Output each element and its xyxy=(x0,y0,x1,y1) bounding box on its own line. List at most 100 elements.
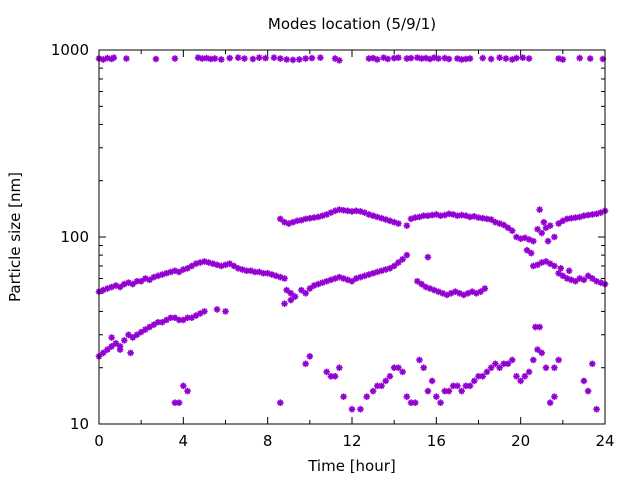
data-point xyxy=(551,364,558,372)
data-point xyxy=(348,405,356,413)
data-point xyxy=(454,382,461,390)
data-point xyxy=(255,268,263,276)
data-point xyxy=(142,326,149,333)
data-point xyxy=(146,276,153,284)
data-point xyxy=(458,387,465,395)
data-point xyxy=(386,265,394,272)
data-point xyxy=(133,331,141,339)
data-point xyxy=(277,399,284,406)
x-tick-label: 4 xyxy=(179,432,189,450)
data-point xyxy=(456,289,463,297)
data-point xyxy=(593,210,600,218)
data-point xyxy=(302,289,309,297)
data-point xyxy=(158,318,166,326)
data-point xyxy=(470,377,478,385)
data-point xyxy=(154,272,162,280)
data-point xyxy=(416,213,423,221)
data-point xyxy=(336,57,343,64)
data-point xyxy=(470,213,478,220)
data-point xyxy=(416,356,423,364)
data-point xyxy=(386,217,394,225)
data-point xyxy=(504,224,512,232)
data-point xyxy=(125,331,132,339)
data-point xyxy=(323,368,330,376)
data-point xyxy=(319,212,326,219)
data-point xyxy=(580,276,588,284)
data-point xyxy=(517,235,524,242)
x-tick-label: 8 xyxy=(263,432,273,450)
data-point xyxy=(180,316,187,324)
data-point xyxy=(308,54,316,62)
data-point xyxy=(403,393,411,400)
data-point xyxy=(146,323,153,331)
data-point xyxy=(483,215,491,223)
data-point xyxy=(466,382,474,390)
data-point xyxy=(108,334,115,341)
data-point xyxy=(374,213,381,221)
data-point xyxy=(481,285,489,292)
data-point xyxy=(508,227,516,235)
data-point xyxy=(502,55,510,62)
data-point xyxy=(580,377,588,385)
data-point xyxy=(441,387,449,395)
data-point xyxy=(540,218,548,226)
data-point xyxy=(557,265,565,272)
data-point xyxy=(234,54,242,61)
data-point xyxy=(365,55,373,62)
data-point xyxy=(411,214,419,221)
data-point xyxy=(559,56,567,63)
data-point xyxy=(104,285,111,292)
data-point xyxy=(226,260,234,267)
data-point xyxy=(260,269,267,277)
data-point xyxy=(298,216,305,224)
data-point xyxy=(523,246,531,254)
data-point xyxy=(597,209,605,216)
data-point xyxy=(123,55,130,62)
data-point xyxy=(534,346,541,353)
data-point xyxy=(152,55,160,63)
data-point xyxy=(222,308,229,315)
data-point xyxy=(331,372,339,380)
data-point xyxy=(302,360,309,368)
data-point xyxy=(378,214,385,222)
data-point xyxy=(384,55,392,63)
data-point xyxy=(496,364,503,372)
data-point xyxy=(180,266,187,273)
data-point xyxy=(407,399,415,406)
data-point xyxy=(430,286,438,294)
data-point xyxy=(281,275,288,282)
data-point xyxy=(565,267,573,275)
data-point xyxy=(184,314,191,322)
data-point xyxy=(251,268,259,276)
x-tick-label: 16 xyxy=(427,432,446,450)
data-point xyxy=(167,268,174,276)
data-point xyxy=(542,224,550,232)
data-point xyxy=(521,234,529,242)
data-point xyxy=(551,233,558,241)
data-point xyxy=(188,314,196,322)
data-point xyxy=(171,55,179,62)
data-point xyxy=(395,54,402,61)
data-point xyxy=(352,275,360,282)
data-point xyxy=(586,55,594,62)
data-point xyxy=(403,55,411,62)
data-point xyxy=(125,279,132,286)
data-point xyxy=(243,267,250,275)
data-point xyxy=(530,237,537,245)
data-point xyxy=(302,55,309,62)
data-point xyxy=(306,214,314,222)
data-point xyxy=(386,372,394,380)
data-point xyxy=(369,54,377,62)
data-point xyxy=(424,253,432,261)
data-point xyxy=(302,215,309,223)
data-point xyxy=(508,356,516,364)
data-point xyxy=(121,337,128,344)
data-point xyxy=(285,220,293,227)
data-point xyxy=(589,360,596,368)
data-point xyxy=(536,323,543,331)
axis-ticks: 0 4 8 12 16 20 24 10 100 1000 xyxy=(51,41,615,450)
data-point xyxy=(437,399,444,406)
data-point xyxy=(443,291,451,299)
data-point xyxy=(247,267,255,275)
